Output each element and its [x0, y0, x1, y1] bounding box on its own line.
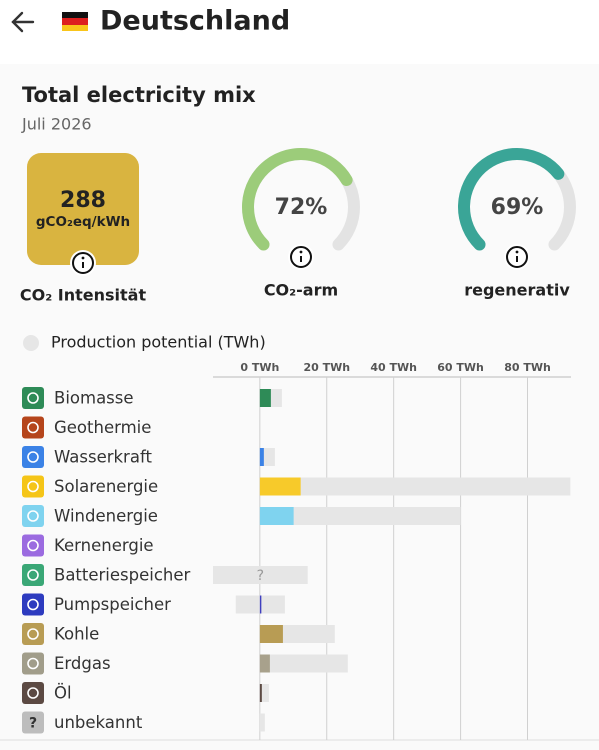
- potential-bar: [259, 684, 269, 702]
- header-title: Deutschland: [100, 6, 290, 37]
- category-icon-glyph: [27, 539, 39, 552]
- x-tick-label: 60 TWh: [437, 361, 484, 374]
- category-icon-glyph: [27, 598, 39, 611]
- production-bar: [259, 448, 264, 466]
- summary-title: Total electricity mix: [22, 83, 256, 107]
- summary-subtitle: Juli 2026: [21, 115, 92, 134]
- x-tick-label: 40 TWh: [370, 361, 417, 374]
- category-icon-glyph: [27, 569, 39, 581]
- gauge-arc: [458, 148, 565, 251]
- category-icon: [22, 446, 44, 468]
- info-icon-ring: [506, 246, 528, 268]
- category-label: Kohle: [54, 625, 99, 644]
- info-icon-dot: [81, 256, 85, 260]
- category-label: Kernenergie: [54, 536, 154, 555]
- production-bar: [259, 625, 283, 643]
- gauge-label: CO₂-arm: [264, 281, 338, 300]
- category-icon: [22, 475, 44, 498]
- back-button[interactable]: [11, 11, 35, 33]
- category-icon: [22, 623, 44, 645]
- potential-bar: [259, 713, 265, 732]
- x-tick-label: 80 TWh: [504, 361, 551, 374]
- gauge-value: 72%: [275, 195, 328, 220]
- category-icon: [22, 711, 44, 734]
- potential-bar: [213, 566, 308, 584]
- category-icon-glyph: [27, 510, 39, 522]
- info-icon-ring: [290, 246, 312, 268]
- category-label: Pumpspeicher: [54, 595, 171, 614]
- production-bar: [259, 507, 294, 525]
- category-icon-glyph: [27, 657, 39, 670]
- category-icon-glyph: [27, 421, 39, 434]
- x-tick-label: 20 TWh: [303, 361, 350, 374]
- category-icon: [22, 387, 44, 409]
- gauge-arc: [242, 148, 353, 251]
- potential-label: ?: [257, 568, 264, 584]
- category-icon: [22, 652, 44, 675]
- production-bar: [259, 684, 262, 702]
- category-icon-glyph: [27, 687, 39, 699]
- category-icon-glyph: [27, 451, 39, 463]
- category-label: Windenergie: [54, 507, 158, 526]
- category-label: Wasserkraft: [54, 448, 152, 467]
- header-bar: [0, 0, 599, 64]
- intensity-label: CO₂ Intensität: [20, 286, 147, 305]
- x-tick-label: 0 TWh: [240, 361, 279, 374]
- info-icon-dot: [299, 250, 303, 254]
- info-icon-ring: [72, 252, 94, 274]
- production-bar: [259, 389, 271, 407]
- category-icon: [22, 564, 44, 586]
- category-label: Batteriespeicher: [54, 566, 191, 585]
- flag: [62, 12, 88, 31]
- intensity-value: 288: [60, 188, 106, 213]
- category-label: unbekannt: [54, 713, 143, 732]
- category-icon: [22, 682, 44, 704]
- category-icon: [22, 593, 44, 616]
- category-icon: [22, 534, 44, 557]
- potential-bar: [259, 654, 348, 673]
- category-label: Solarenergie: [54, 477, 158, 496]
- legend-label: Production potential (TWh): [51, 333, 266, 352]
- category-label: Öl: [54, 684, 72, 703]
- production-bar: [259, 477, 301, 496]
- potential-bar: [259, 477, 571, 496]
- intensity-box: [27, 153, 139, 265]
- gauge-value: 69%: [491, 195, 544, 220]
- potential-bar: [259, 507, 461, 525]
- info-icon-dot: [515, 250, 519, 254]
- production-bar: [259, 654, 270, 673]
- category-icon-glyph: [27, 392, 39, 404]
- category-label: Erdgas: [54, 654, 111, 673]
- category-icon-label: ?: [29, 716, 37, 732]
- intensity-unit: gCO₂eq/kWh: [36, 214, 130, 230]
- production-bar: [259, 595, 262, 614]
- category-label: Geothermie: [54, 418, 151, 437]
- category-icon: [22, 416, 44, 439]
- category-icon-glyph: [27, 480, 39, 493]
- category-label: Biomasse: [54, 389, 134, 408]
- category-icon-glyph: [27, 628, 39, 640]
- category-icon: [22, 505, 44, 527]
- gauge-label: regenerativ: [464, 281, 570, 300]
- legend-dot: [23, 335, 39, 351]
